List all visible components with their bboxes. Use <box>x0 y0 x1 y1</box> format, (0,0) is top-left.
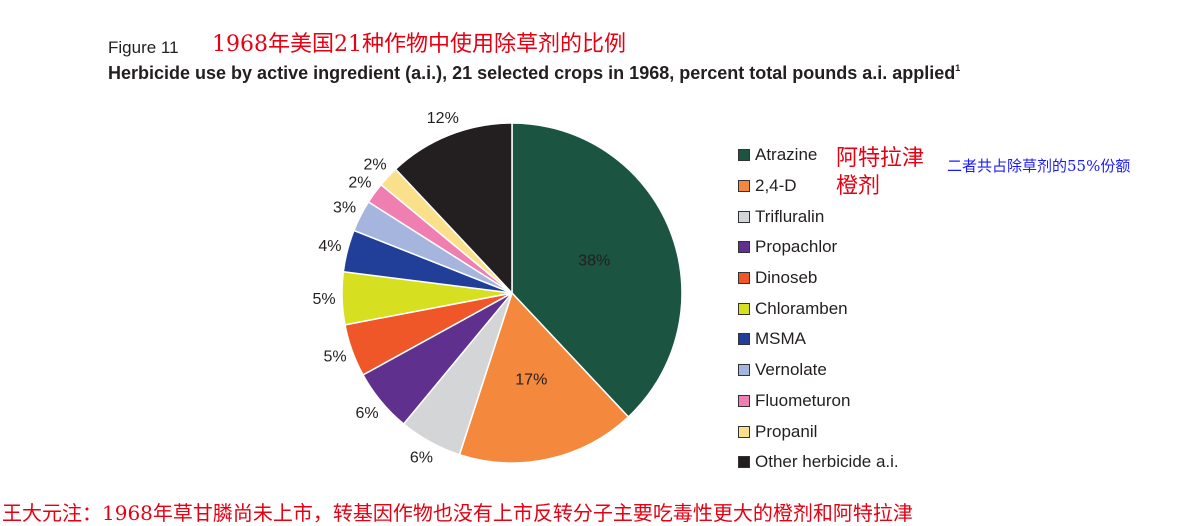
chart-title-text: Herbicide use by active ingredient (a.i.… <box>108 63 956 83</box>
legend-label: Vernolate <box>755 360 827 380</box>
legend-swatch <box>738 149 750 162</box>
combined-share-annotation: 二者共占除草剂的55%份额 <box>947 157 1131 175</box>
pie-label-other-herbicide-a-i: 12% <box>427 110 459 127</box>
chart-title: Herbicide use by active ingredient (a.i.… <box>108 63 960 84</box>
legend-item-trifluralin: Trifluralin <box>738 201 899 232</box>
legend-swatch <box>738 425 750 438</box>
pie-label-chloramben: 5% <box>313 291 336 308</box>
pie-label-dinoseb: 5% <box>324 349 347 366</box>
legend-label: MSMA <box>755 329 806 349</box>
legend-label: Fluometuron <box>755 390 851 410</box>
legend-item-chloramben: Chloramben <box>738 293 899 324</box>
footer-note: 王大元注：1968年草甘膦尚未上市，转基因作物也没有上市反转分子主要吃毒性更大的… <box>2 501 913 525</box>
pie-label-fluometuron: 2% <box>348 175 371 192</box>
figure-label: Figure 11 <box>108 38 179 57</box>
legend-item-propachlor: Propachlor <box>738 232 899 263</box>
legend-item-propanil: Propanil <box>738 416 899 447</box>
atrazine-chinese-annotation: 阿特拉津 <box>836 146 925 171</box>
legend-label: Trifluralin <box>755 206 825 226</box>
pie-slice-atrazine <box>511 122 683 418</box>
agent-orange-chinese-annotation: 橙剂 <box>836 174 881 199</box>
legend-label: Atrazine <box>755 145 818 165</box>
legend-item-atrazine: Atrazine <box>738 140 899 171</box>
pie-slice-2-4-d <box>458 291 630 464</box>
legend-label: Propachlor <box>755 237 838 257</box>
legend-item-msma: MSMA <box>738 324 899 355</box>
legend-label: Other herbicide a.i. <box>755 452 899 472</box>
title-footnote-marker: 1 <box>955 63 961 73</box>
legend-swatch <box>738 394 750 407</box>
legend-swatch <box>738 302 750 315</box>
legend-item-fluometuron: Fluometuron <box>738 386 899 417</box>
legend-swatch <box>738 333 750 346</box>
legend-label: 2,4-D <box>755 176 797 196</box>
pie-label-vernolate: 3% <box>333 200 356 217</box>
pie-label-atrazine: 38% <box>578 253 610 270</box>
pie-label-2-4-d: 17% <box>515 371 547 388</box>
legend-swatch <box>738 456 750 469</box>
legend-label: Chloramben <box>755 298 848 318</box>
legend-swatch <box>738 272 750 285</box>
pie-slices <box>341 122 683 464</box>
legend-label: Propanil <box>755 421 818 441</box>
legend-swatch <box>738 364 750 377</box>
legend-label: Dinoseb <box>755 268 818 288</box>
legend-item-other-herbicide-a-i: Other herbicide a.i. <box>738 447 899 478</box>
legend: Atrazine 2,4-D Trifluralin Propachlor Dinose… <box>738 140 899 478</box>
legend-swatch <box>738 241 750 254</box>
pie-label-msma: 4% <box>318 238 341 255</box>
pie-label-propanil: 2% <box>363 156 386 173</box>
pie-percent-labels: 38% 17% 6% 6% 5% 5% 4% 3% 2% 2% 12% <box>313 110 611 467</box>
pie-slice-other-herbicide-a-i <box>394 122 513 295</box>
legend-item-vernolate: Vernolate <box>738 355 899 386</box>
pie-label-propachlor: 6% <box>356 405 379 422</box>
chinese-title: 1968年美国21种作物中使用除草剂的比例 <box>212 32 626 57</box>
pie-label-trifluralin: 6% <box>410 450 433 467</box>
legend-swatch <box>738 210 750 223</box>
legend-item-dinoseb: Dinoseb <box>738 263 899 294</box>
legend-swatch <box>738 180 750 193</box>
legend-item-2-4-d: 2,4-D <box>738 171 899 202</box>
